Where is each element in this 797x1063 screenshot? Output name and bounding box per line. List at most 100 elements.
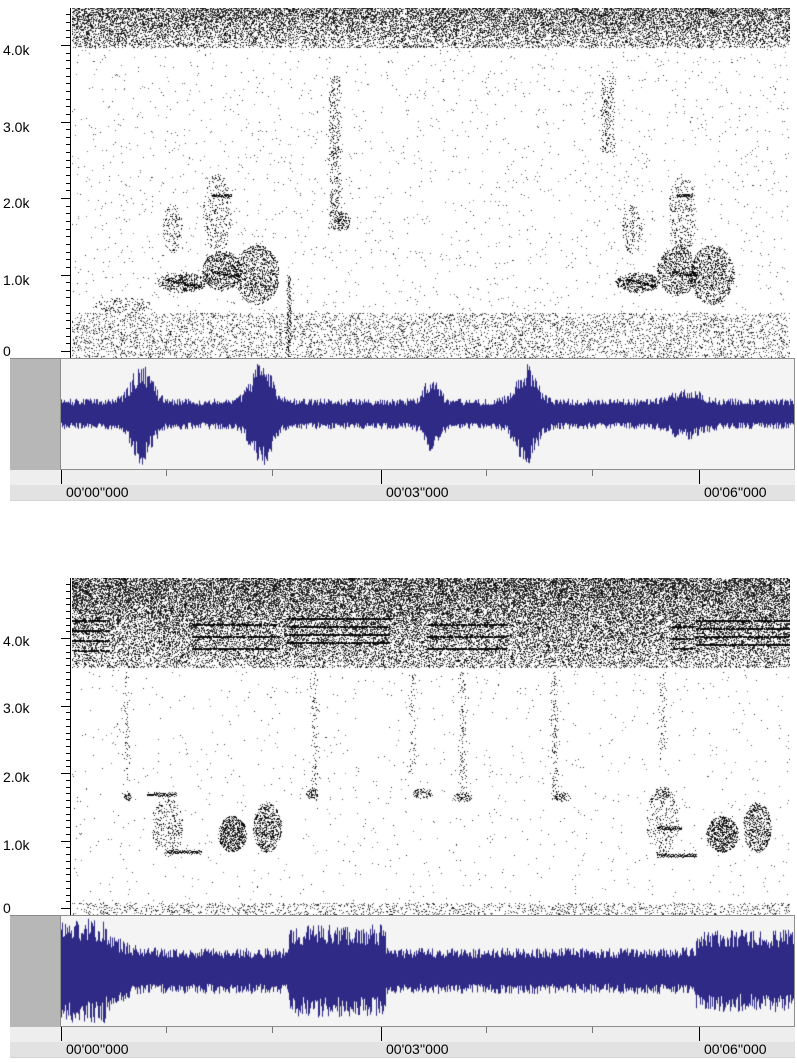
waveform-overview-handle[interactable] (10, 915, 60, 1029)
time-label-6s: 00'06''000 (704, 1041, 767, 1057)
time-ruler-base (10, 485, 795, 500)
frequency-tick-minor (66, 297, 71, 298)
frequency-tick-minor (66, 584, 71, 585)
waveform-canvas[interactable] (61, 359, 794, 469)
freq-label-1k: 1.0k (3, 272, 30, 288)
frequency-tick-minor (66, 267, 71, 268)
frequency-tick-major (61, 45, 71, 46)
time-label-6s: 00'06''000 (704, 484, 767, 500)
time-ruler[interactable]: 00'00''000 00'03''000 00'06''000 (10, 470, 795, 501)
frequency-tick-minor (66, 259, 71, 260)
frequency-tick-minor (66, 137, 71, 138)
frequency-tick-minor (66, 672, 71, 673)
frequency-tick-minor (66, 60, 71, 61)
frequency-tick-minor (66, 665, 71, 666)
frequency-tick-major (61, 908, 71, 909)
frequency-tick-minor (66, 114, 71, 115)
frequency-tick-minor (66, 175, 71, 176)
frequency-tick-minor (66, 221, 71, 222)
sonogram-panel-bottom: 4.0k 3.0k 2.0k 1.0k 0 00'00''000 00'03''… (0, 570, 797, 1063)
frequency-tick-minor (66, 22, 71, 23)
time-tick-minor (486, 1027, 487, 1033)
frequency-tick-minor (66, 895, 71, 896)
frequency-tick-minor (66, 282, 71, 283)
time-ruler-base (10, 1042, 795, 1057)
frequency-tick-minor (66, 598, 71, 599)
frequency-tick-minor (66, 83, 71, 84)
spectrogram-view[interactable] (72, 578, 790, 915)
frequency-tick-minor (66, 343, 71, 344)
frequency-tick-minor (66, 753, 71, 754)
frequency-tick-minor (66, 37, 71, 38)
freq-label-4k: 4.0k (3, 42, 30, 58)
frequency-tick-minor (66, 807, 71, 808)
frequency-tick-minor (66, 692, 71, 693)
frequency-tick-minor (66, 305, 71, 306)
frequency-tick-minor (66, 733, 71, 734)
frequency-tick-minor (66, 827, 71, 828)
frequency-tick-minor (66, 868, 71, 869)
frequency-tick-minor (66, 213, 71, 214)
frequency-tick-minor (66, 76, 71, 77)
frequency-tick-minor (66, 14, 71, 15)
freq-label-3k: 3.0k (3, 700, 30, 716)
freq-label-1k: 1.0k (3, 837, 30, 853)
frequency-tick-minor (66, 847, 71, 848)
time-label-3s: 00'03''000 (386, 484, 449, 500)
frequency-tick-minor (66, 129, 71, 130)
time-tick-minor (166, 470, 167, 476)
freq-label-3k: 3.0k (3, 119, 30, 135)
time-tick-major (381, 470, 382, 484)
spectrogram-view[interactable] (72, 8, 790, 358)
time-tick-major (61, 470, 62, 484)
waveform-view[interactable] (60, 915, 795, 1027)
frequency-tick-minor (66, 739, 71, 740)
frequency-tick-minor (66, 645, 71, 646)
time-ruler[interactable]: 00'00''000 00'03''000 00'06''000 (10, 1027, 795, 1058)
freq-label-2k: 2.0k (3, 769, 30, 785)
frequency-tick-minor (66, 726, 71, 727)
frequency-tick-minor (66, 814, 71, 815)
spectrogram-canvas[interactable] (72, 578, 790, 915)
frequency-tick-minor (66, 652, 71, 653)
frequency-tick-minor (66, 611, 71, 612)
frequency-tick-minor (66, 244, 71, 245)
frequency-tick-minor (66, 160, 71, 161)
time-tick-minor (166, 1027, 167, 1033)
frequency-tick-minor (66, 91, 71, 92)
frequency-tick-minor (66, 760, 71, 761)
frequency-tick-minor (66, 820, 71, 821)
frequency-tick-minor (66, 766, 71, 767)
frequency-tick-minor (66, 206, 71, 207)
time-tick-major (381, 1027, 382, 1041)
frequency-tick-minor (66, 834, 71, 835)
frequency-tick-minor (66, 290, 71, 291)
frequency-tick-minor (66, 901, 71, 902)
frequency-tick-minor (66, 618, 71, 619)
frequency-tick-minor (66, 787, 71, 788)
frequency-tick-minor (66, 793, 71, 794)
waveform-canvas[interactable] (61, 916, 794, 1026)
frequency-tick-minor (66, 780, 71, 781)
frequency-tick-minor (66, 854, 71, 855)
frequency-tick-minor (66, 53, 71, 54)
frequency-tick-minor (66, 190, 71, 191)
frequency-tick-major (61, 773, 71, 774)
freq-label-4k: 4.0k (3, 633, 30, 649)
time-tick-major (699, 470, 700, 484)
waveform-overview-handle[interactable] (10, 358, 60, 472)
waveform-view[interactable] (60, 358, 795, 470)
frequency-axis: 4.0k 3.0k 2.0k 1.0k 0 (0, 0, 72, 358)
frequency-tick-minor (66, 881, 71, 882)
frequency-tick-minor (66, 625, 71, 626)
frequency-tick-major (61, 122, 71, 123)
time-label-3s: 00'03''000 (386, 1041, 449, 1057)
spectrogram-canvas[interactable] (72, 8, 790, 358)
freq-label-0: 0 (3, 343, 11, 359)
frequency-tick-minor (66, 604, 71, 605)
frequency-tick-minor (66, 106, 71, 107)
frequency-tick-minor (66, 328, 71, 329)
frequency-tick-minor (66, 719, 71, 720)
time-tick-minor (592, 1027, 593, 1033)
frequency-tick-minor (66, 679, 71, 680)
